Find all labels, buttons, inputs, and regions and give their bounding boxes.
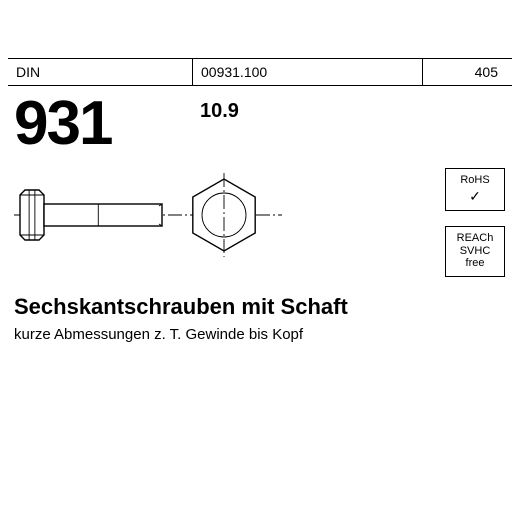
rohs-badge: RoHS ✓ [445,168,505,211]
bolt-svg [14,168,284,263]
rohs-label: RoHS [448,174,502,187]
strength-grade: 10.9 [200,100,239,123]
spec-card: DIN 00931.100 405 931 10.9 RoHS ✓ REACh … [8,58,512,462]
header-standard: DIN [8,59,193,85]
header-ref: 405 [423,59,512,85]
standard-number: 931 [14,88,111,159]
reach-line2: SVHC [448,245,502,258]
header-ref-value: 405 [475,64,498,80]
bolt-diagram [14,168,284,263]
reach-badge: REACh SVHC free [445,226,505,277]
header-row: DIN 00931.100 405 [8,58,512,86]
header-standard-label: DIN [16,64,40,80]
header-code: 00931.100 [193,59,423,85]
reach-line1: REACh [448,232,502,245]
check-icon: ✓ [469,189,481,203]
product-subtitle: kurze Abmessungen z. T. Gewinde bis Kopf [14,326,303,343]
header-code-value: 00931.100 [201,64,267,80]
reach-line3: free [448,257,502,270]
product-title: Sechskantschrauben mit Schaft [14,294,348,320]
